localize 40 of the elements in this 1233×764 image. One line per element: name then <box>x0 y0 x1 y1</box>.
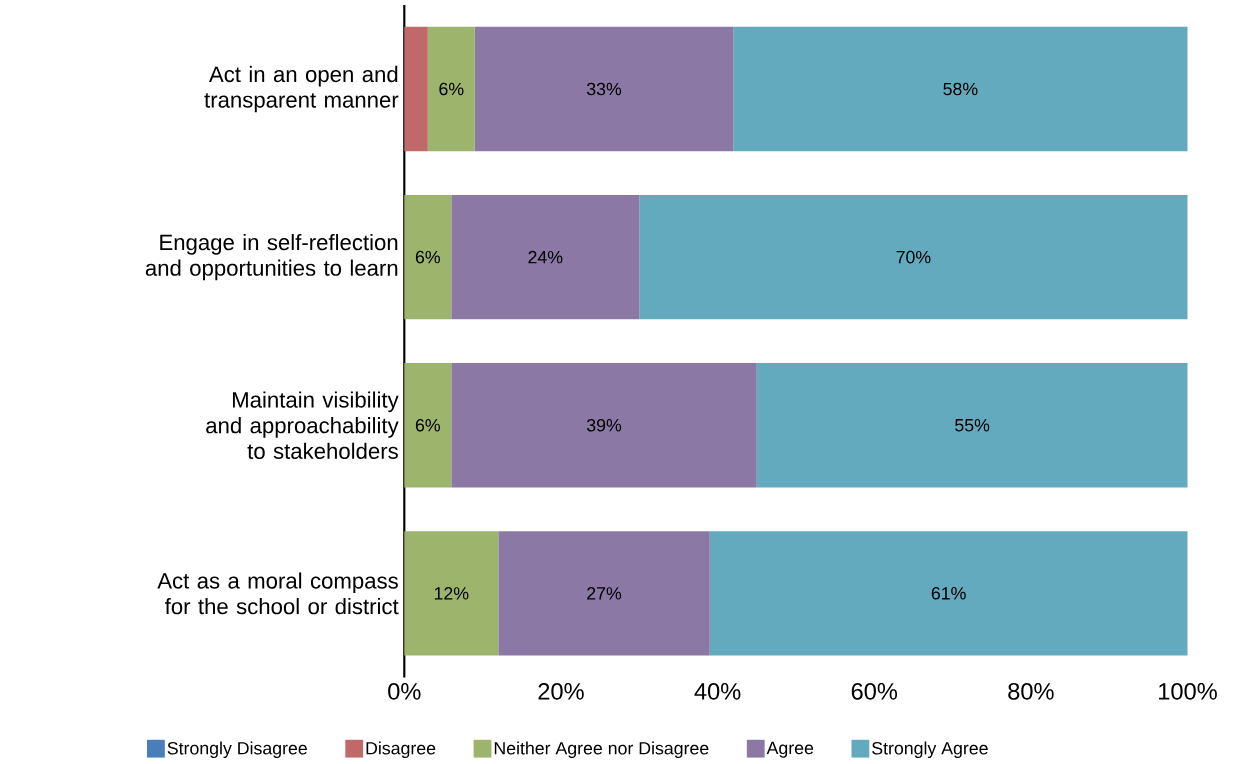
y-tick-label: Engage in self-reflection and opportunities to learn <box>145 233 398 281</box>
data-label: 58% <box>943 82 978 96</box>
x-tick-label: 20% <box>538 682 584 700</box>
x-tick-label: 60% <box>851 682 898 700</box>
bar <box>756 362 1188 488</box>
bar <box>733 26 1188 151</box>
y-tick-label: Maintain visibility and approachability to stakeholders <box>206 391 399 459</box>
data-label: 24% <box>528 250 563 264</box>
bar <box>498 530 710 656</box>
bar <box>404 530 499 656</box>
bar <box>427 26 475 151</box>
data-label: 39% <box>586 418 622 432</box>
legend-label: Neither Agree nor Disagree <box>494 741 709 758</box>
data-label: 6% <box>415 250 440 264</box>
legend-label: Disagree <box>366 741 436 758</box>
data-label: 27% <box>587 586 622 600</box>
x-tick-label: 100% <box>1159 682 1217 700</box>
legend-label: Strongly Agree <box>872 741 988 758</box>
y-tick-label: Act in an open and transparent manner <box>204 65 399 112</box>
legend-label: Agree <box>766 741 814 758</box>
data-label: 70% <box>896 250 931 264</box>
x-tick-label: 40% <box>694 682 741 700</box>
y-tick-label: Act as a moral compass for the school or district <box>157 572 399 615</box>
bar <box>404 194 452 320</box>
bar <box>404 362 452 488</box>
bar <box>451 362 757 488</box>
data-label: 6% <box>439 82 464 96</box>
data-label: 55% <box>955 418 990 432</box>
bar <box>404 26 428 151</box>
x-tick-label: 80% <box>1008 682 1054 700</box>
data-label: 33% <box>586 82 622 96</box>
data-label: 6% <box>415 418 440 432</box>
x-tick-label: 0% <box>388 682 421 700</box>
bar <box>451 194 640 320</box>
legend-label: Strongly Disagree <box>167 741 307 758</box>
data-label: 61% <box>931 586 966 600</box>
bar <box>474 26 734 151</box>
bar <box>709 530 1188 656</box>
bar <box>639 194 1188 320</box>
data-label: 12% <box>434 586 469 600</box>
